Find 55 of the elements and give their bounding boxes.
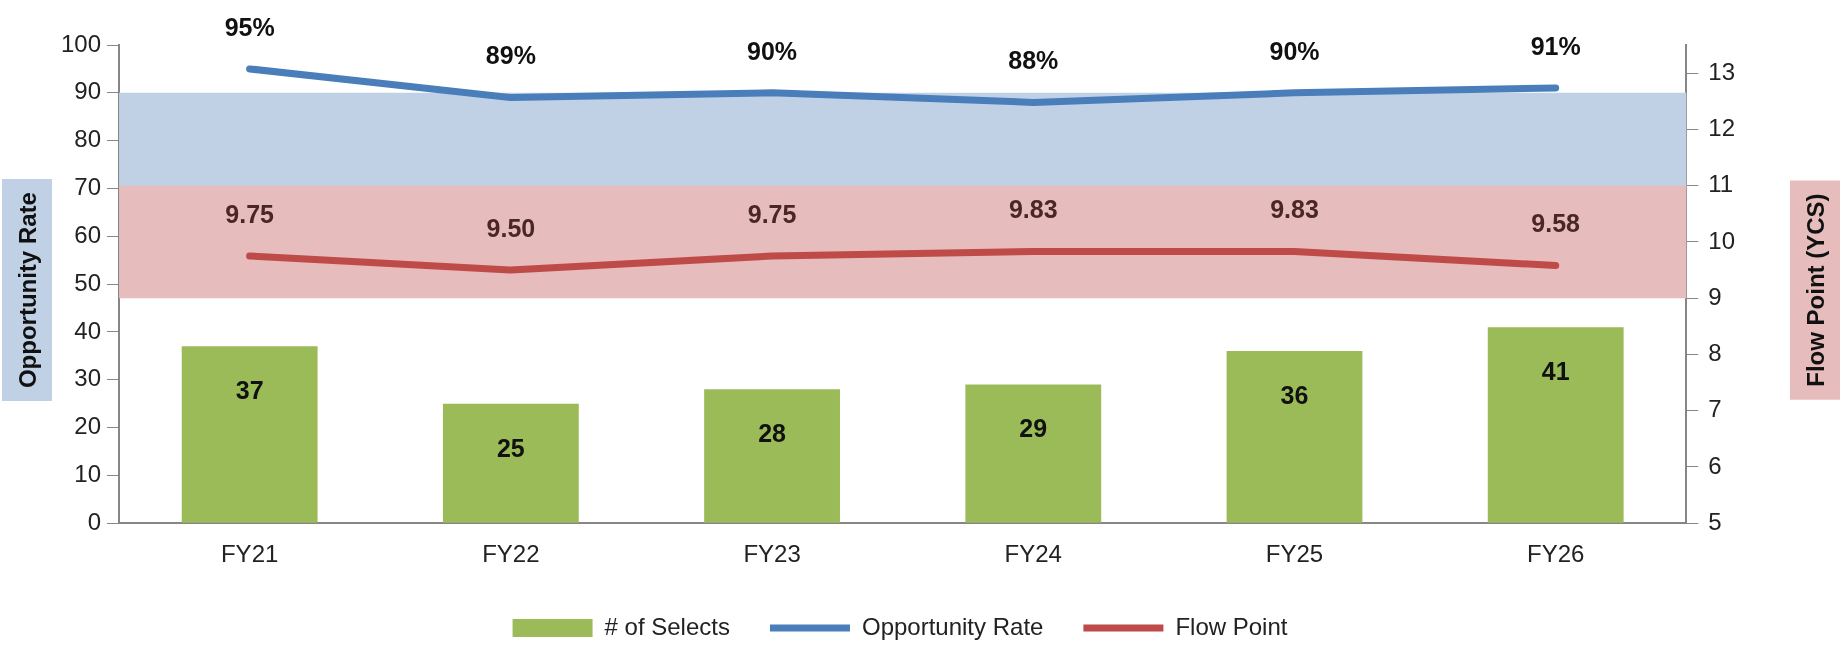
bar bbox=[965, 384, 1102, 523]
bar bbox=[1226, 351, 1363, 523]
legend-label: Opportunity Rate bbox=[861, 612, 1044, 640]
y-tick-label: 80 bbox=[74, 125, 102, 153]
y2-axis-title: Flow Point (YCS) bbox=[1801, 193, 1829, 387]
y2-tick-label: 8 bbox=[1708, 339, 1722, 367]
data-label: 91% bbox=[1530, 31, 1581, 60]
x-tick-label: FY26 bbox=[1527, 540, 1585, 568]
data-label: 9.50 bbox=[486, 213, 536, 242]
y-tick-label: 20 bbox=[74, 412, 102, 440]
y-tick-label: 0 bbox=[87, 507, 102, 535]
y2-tick-label: 5 bbox=[1708, 507, 1722, 535]
data-label: 9.75 bbox=[747, 199, 797, 228]
y-tick-label: 100 bbox=[61, 29, 102, 57]
y-tick-label: 30 bbox=[74, 364, 102, 392]
data-label: 29 bbox=[1019, 414, 1048, 443]
data-label: 89% bbox=[485, 41, 536, 70]
y2-tick-label: 10 bbox=[1708, 226, 1736, 254]
x-tick-label: FY22 bbox=[482, 540, 540, 568]
x-tick-label: FY21 bbox=[220, 540, 279, 568]
data-label: 88% bbox=[1008, 46, 1059, 75]
bar bbox=[442, 403, 579, 523]
y2-tick-label: 6 bbox=[1708, 451, 1722, 479]
y2-tick-label: 7 bbox=[1708, 395, 1722, 423]
x-tick-label: FY23 bbox=[743, 540, 801, 568]
data-label: 90% bbox=[747, 36, 798, 65]
y2-tick-label: 9 bbox=[1708, 282, 1722, 310]
data-label: 95% bbox=[224, 12, 275, 41]
y-tick-label: 60 bbox=[74, 220, 102, 248]
bar bbox=[704, 389, 840, 523]
data-label: 37 bbox=[235, 376, 264, 405]
y-axis-title: Opportunity Rate bbox=[13, 192, 41, 389]
data-label: 9.58 bbox=[1531, 209, 1581, 238]
legend-label: # of Selects bbox=[604, 612, 730, 640]
data-label: 28 bbox=[758, 419, 787, 448]
x-tick-label: FY24 bbox=[1004, 540, 1062, 568]
y-tick-label: 70 bbox=[74, 173, 102, 201]
data-label: 9.83 bbox=[1008, 195, 1058, 224]
bar bbox=[181, 346, 318, 523]
y2-tick-label: 12 bbox=[1708, 114, 1736, 142]
y2-tick-label: 13 bbox=[1708, 57, 1736, 85]
y-tick-label: 50 bbox=[74, 268, 102, 296]
data-label: 9.75 bbox=[225, 199, 275, 228]
data-label: 90% bbox=[1269, 36, 1320, 65]
y-tick-label: 10 bbox=[74, 460, 102, 488]
y2-tick-label: 11 bbox=[1708, 170, 1734, 198]
data-label: 25 bbox=[496, 433, 525, 462]
y-tick-label: 40 bbox=[74, 316, 102, 344]
data-label: 36 bbox=[1280, 380, 1309, 409]
data-label: 41 bbox=[1541, 357, 1570, 386]
data-label: 9.83 bbox=[1270, 195, 1319, 224]
bar bbox=[1487, 327, 1624, 523]
legend-label: Flow Point bbox=[1175, 612, 1288, 640]
x-tick-label: FY25 bbox=[1265, 540, 1324, 568]
y-tick-label: 90 bbox=[74, 77, 102, 105]
